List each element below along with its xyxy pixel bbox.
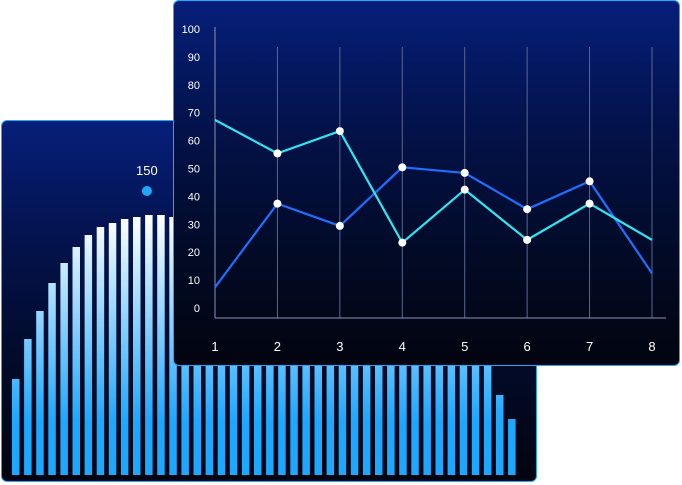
- bar: [435, 271, 443, 475]
- bar: [326, 321, 335, 475]
- bar: [362, 293, 371, 475]
- bar: [302, 327, 310, 475]
- data-point: [585, 199, 594, 208]
- data-point: [460, 185, 469, 194]
- bar: [157, 215, 165, 475]
- peak-value-label: 150: [136, 163, 158, 178]
- line-chart-panel: 0 10 20 30 40 50 60 70 80 90 100 1 2 3 4 5 6 7 8: [173, 0, 680, 366]
- x-tick-label: 1: [211, 339, 218, 354]
- x-tick-label: 3: [336, 339, 343, 354]
- data-point: [523, 205, 532, 214]
- bar: [24, 339, 32, 475]
- bar: [338, 313, 347, 475]
- x-tick-label: 6: [524, 339, 531, 354]
- bar: [314, 325, 322, 475]
- bar: [60, 263, 68, 475]
- bar: [290, 325, 298, 475]
- data-point: [398, 163, 407, 172]
- bar: [96, 227, 105, 475]
- bar: [229, 259, 238, 475]
- y-tick-label: 40: [188, 191, 200, 203]
- bar: [133, 217, 141, 475]
- bar: [145, 215, 153, 475]
- bar: [84, 235, 93, 475]
- bar: [36, 311, 44, 475]
- series-line: [214, 166, 653, 288]
- bar: [266, 311, 274, 475]
- data-point: [335, 221, 344, 230]
- bar: [483, 363, 492, 475]
- data-point: [585, 177, 594, 186]
- data-point: [273, 149, 282, 158]
- data-point: [273, 199, 282, 208]
- data-point: [523, 235, 532, 244]
- bar: [399, 267, 407, 475]
- bar: [350, 303, 359, 475]
- x-tick-label: 5: [461, 339, 468, 354]
- x-tick-label: 8: [648, 339, 655, 354]
- bar: [241, 279, 250, 475]
- data-point: [335, 127, 344, 136]
- bar: [108, 223, 117, 475]
- bar: [72, 247, 80, 475]
- bar: [375, 283, 383, 475]
- line-chart: 0 10 20 30 40 50 60 70 80 90 100 1 2 3 4 5 6 7 8: [182, 24, 666, 354]
- bar: [278, 319, 286, 475]
- y-tick-label: 0: [194, 303, 200, 315]
- bar: [496, 395, 504, 475]
- bar: [411, 263, 419, 475]
- y-tick-label: 80: [188, 80, 200, 92]
- y-tick-label: 100: [182, 24, 200, 36]
- x-tick-label: 2: [274, 339, 281, 354]
- y-tick-label: 70: [188, 108, 200, 120]
- bar: [459, 307, 468, 475]
- bar: [12, 379, 20, 475]
- data-point: [398, 238, 407, 247]
- bar: [120, 219, 129, 475]
- y-tick-label: 20: [188, 247, 200, 259]
- y-tick-label: 60: [188, 136, 200, 148]
- y-tick-label: 90: [188, 52, 200, 64]
- bar: [423, 265, 431, 475]
- y-tick-label: 10: [188, 275, 200, 287]
- data-point: [460, 168, 469, 177]
- bar: [48, 283, 56, 475]
- x-tick-label: 7: [586, 339, 593, 354]
- series-line: [214, 118, 653, 244]
- x-tick-label: 4: [399, 339, 406, 354]
- bar: [447, 285, 456, 475]
- bar: [254, 299, 262, 475]
- bar: [387, 273, 395, 475]
- bar: [471, 335, 480, 475]
- y-tick-label: 30: [188, 219, 200, 231]
- bar: [508, 419, 516, 475]
- peak-marker: [141, 186, 152, 196]
- y-tick-label: 50: [188, 164, 200, 176]
